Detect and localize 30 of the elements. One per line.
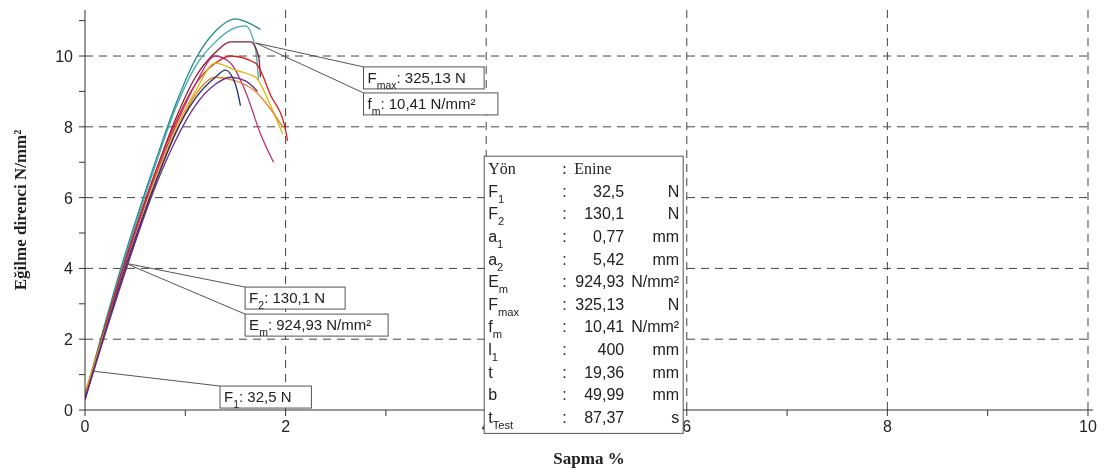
annotation: f$_{m}$: 10,41 N/mm²: [367, 94, 476, 117]
y-axis-title: Eğilme direnci N/mm²: [11, 129, 31, 291]
x-tick-label: 10: [1079, 418, 1097, 435]
x-tick-label: 8: [882, 418, 892, 435]
text: b : 49,99 mm: [488, 386, 680, 404]
text: f$_{m}$ : 10,41 N/mm²: [488, 318, 680, 341]
text: E$_{m}$ : 924,93 N/mm²: [488, 273, 680, 296]
text: a$_{1}$ : 0,77 mm: [488, 227, 680, 250]
text: a$_{2}$ : 5,42 mm: [488, 250, 680, 273]
text: F$_{2}$ : 130,1 N: [488, 205, 680, 228]
y-tick-label: 0: [64, 402, 74, 419]
x-axis-title: Sapma %: [553, 449, 625, 468]
text: t$_{Test}$ : 87,37 s: [488, 408, 680, 431]
text: F$_{1}$ : 32,5 N: [488, 182, 680, 205]
y-tick-label: 6: [64, 189, 74, 207]
annotation: F$_{1}$: 32,5 N: [224, 388, 292, 411]
text: t : 19,36 mm: [488, 363, 680, 381]
x-tick-label: 0: [80, 418, 90, 435]
x-tick-label: 6: [682, 418, 692, 435]
text: F$_{max}$ : 325,13 N: [488, 295, 680, 318]
text: Yön : Enine: [488, 160, 612, 178]
y-tick-label: 2: [64, 331, 74, 349]
annotation: E$_{m}$: 924,93 N/mm²: [249, 316, 372, 339]
y-tick-label: 10: [55, 48, 74, 66]
annotation: F$_{2}$: 130,1 N: [249, 289, 326, 312]
x-tick-label: 2: [281, 418, 291, 435]
text: l$_{1}$ : 400 mm: [488, 340, 680, 363]
annotation: F$_{max}$: 325,13 N: [367, 68, 466, 91]
y-tick-label: 4: [64, 260, 74, 278]
y-tick-label: 8: [64, 118, 74, 136]
